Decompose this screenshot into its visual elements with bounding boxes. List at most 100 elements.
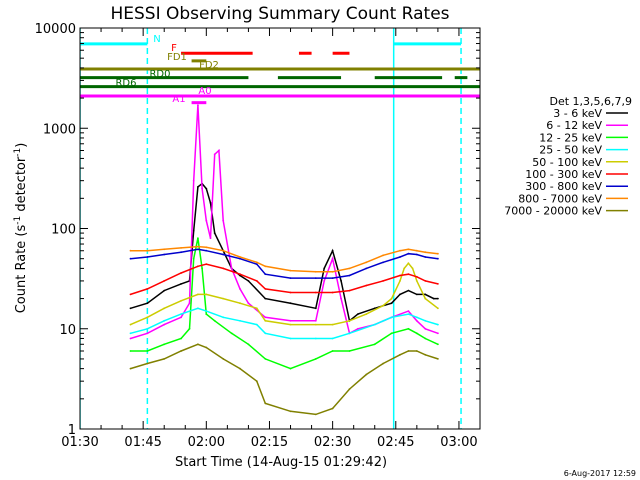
series-8-point-10 — [289, 410, 292, 413]
flag-label-rd0: RD0 — [149, 69, 170, 80]
series-8-point-0 — [129, 367, 132, 370]
series-5-point-2 — [163, 280, 166, 282]
series-7-point-13 — [348, 267, 351, 270]
series-0-point-27 — [415, 293, 418, 296]
series-5-point-10 — [289, 291, 292, 294]
series-4-point-8 — [255, 307, 258, 310]
series-6-point-20 — [437, 257, 439, 260]
series-1-point-7 — [201, 187, 204, 190]
series-5-point-6 — [222, 267, 225, 270]
series-1-point-3 — [180, 316, 183, 319]
series-line-8 — [130, 343, 439, 416]
series-2-point-20 — [415, 332, 418, 335]
series-1-point-2 — [163, 323, 166, 326]
series-8-point-15 — [382, 362, 385, 365]
series-0-point-9 — [209, 202, 212, 204]
flag-label-rd6: RD6 — [115, 78, 136, 89]
series-6-point-14 — [365, 267, 368, 270]
series-1-point-16 — [264, 316, 267, 319]
series-1-point-23 — [357, 327, 359, 330]
series-2-point-21 — [424, 337, 427, 340]
x-tick-label-1: 01:45 — [124, 435, 161, 450]
series-8-point-19 — [424, 353, 427, 356]
y-tick-label-3: 1000 — [43, 122, 76, 137]
series-6-point-19 — [424, 256, 427, 258]
series-8-point-9 — [264, 402, 267, 405]
series-0-point-8 — [205, 187, 208, 190]
series-5-point-16 — [399, 274, 401, 277]
series-line-4 — [130, 262, 439, 326]
flag-label-n: N — [153, 34, 160, 45]
legend-label-0: 3 - 6 keV — [553, 107, 602, 120]
series-5-point-18 — [415, 275, 418, 278]
series-8-point-13 — [348, 388, 351, 390]
series-4-point-9 — [264, 319, 267, 322]
series-0-point-19 — [331, 249, 334, 252]
series-6-point-11 — [314, 277, 317, 279]
plot-frame — [79, 27, 481, 430]
x-tick-label-6: 03:00 — [440, 435, 477, 450]
series-2-point-18 — [390, 332, 393, 335]
series-2-point-19 — [407, 327, 410, 330]
series-1-point-26 — [407, 310, 410, 312]
series-4-point-21 — [415, 280, 418, 282]
y-tick-label-4: 10000 — [35, 22, 76, 37]
series-4-point-7 — [239, 302, 241, 305]
series-3-point-3 — [180, 313, 183, 315]
series-4-point-10 — [289, 323, 292, 326]
series-0-point-10 — [213, 232, 216, 235]
series-5-point-5 — [205, 263, 208, 266]
series-0-point-28 — [424, 293, 427, 296]
series-2-point-0 — [129, 350, 132, 352]
series-6-point-10 — [289, 277, 292, 279]
series-7-point-14 — [365, 261, 368, 264]
series-2-point-17 — [373, 343, 376, 346]
series-3-point-12 — [331, 337, 334, 340]
series-6-point-3 — [180, 251, 183, 254]
series-0-point-22 — [357, 313, 359, 315]
series-0-point-6 — [197, 186, 199, 188]
series-1-point-20 — [331, 257, 334, 260]
series-0-point-23 — [373, 307, 376, 310]
legend-label-6: 300 - 800 keV — [525, 180, 602, 193]
series-5-point-11 — [314, 291, 317, 294]
series-2-point-1 — [146, 350, 149, 352]
series-1-point-13 — [230, 267, 233, 270]
series-1-point-21 — [340, 297, 342, 300]
series-3-point-6 — [222, 316, 225, 319]
series-6-point-17 — [407, 252, 410, 255]
date-stamp: 6-Aug-2017 12:59 — [564, 469, 636, 478]
series-0-point-15 — [264, 297, 267, 300]
flag-label-a0: A0 — [198, 86, 211, 97]
series-4-point-0 — [129, 323, 132, 326]
series-1-point-9 — [209, 237, 212, 240]
series-1-point-17 — [289, 319, 292, 322]
series-1-point-6 — [197, 104, 199, 106]
series-5-point-19 — [424, 280, 427, 282]
series-7-point-7 — [239, 256, 241, 258]
series-7-point-18 — [415, 249, 418, 252]
chart-title: HESSI Observing Summary Count Rates — [110, 4, 449, 24]
series-7-point-6 — [222, 249, 225, 252]
series-4-point-1 — [146, 316, 149, 319]
x-tick-label-5: 02:45 — [377, 435, 414, 450]
series-2-point-10 — [230, 332, 233, 335]
series-4-point-14 — [365, 313, 368, 315]
series-1-point-8 — [205, 219, 208, 222]
series-4-point-2 — [163, 307, 166, 310]
series-4-point-18 — [403, 267, 406, 270]
y-tick-label-2: 100 — [51, 223, 76, 238]
series-6-point-7 — [239, 257, 241, 260]
series-2-point-14 — [314, 358, 317, 360]
series-7-point-8 — [255, 261, 258, 264]
series-7-point-20 — [437, 252, 439, 255]
flag-label-f: F — [171, 43, 177, 54]
legend-label-5: 100 - 300 keV — [525, 168, 602, 181]
series-3-point-5 — [205, 310, 208, 312]
series-3-point-7 — [239, 319, 241, 322]
series-0-point-0 — [129, 307, 132, 310]
series-6-point-18 — [415, 253, 418, 256]
series-7-point-2 — [163, 248, 166, 251]
series-6-point-9 — [264, 273, 267, 276]
